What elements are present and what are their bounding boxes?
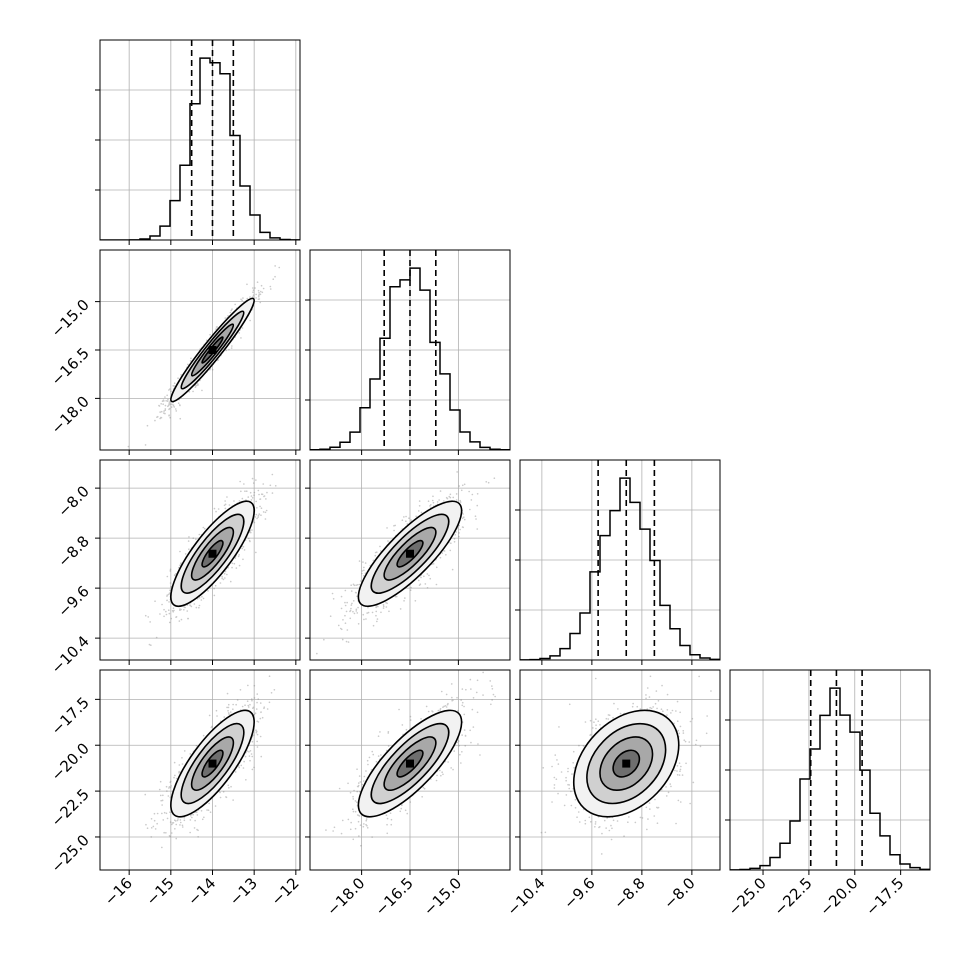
x-tick-label: −8.0	[660, 874, 698, 912]
y-tick-label: −8.8	[54, 532, 92, 570]
panel-frame	[99, 39, 301, 241]
panel-0-0	[95, 39, 301, 245]
x-tick-label: −22.5	[770, 874, 815, 919]
histogram-2	[520, 477, 720, 660]
panel-3-1: −18.0 −16.5 −15.0	[305, 669, 511, 919]
panel-2-0: −10.4 −9.6 −8.8 −8.0	[48, 459, 301, 677]
x-tick-label: −15	[143, 874, 178, 909]
x-tick-label: −16	[101, 874, 136, 909]
density-peak	[406, 759, 414, 768]
panel-frame	[309, 249, 511, 451]
y-tick-label: −18.0	[48, 392, 93, 437]
density-peak	[208, 346, 217, 354]
histogram-3	[730, 687, 930, 870]
panel-3-0: −25.0−22.5−20.0−17.5 −16 −15 −14 −13 −12	[48, 669, 303, 909]
panel-frame	[99, 459, 301, 661]
panel-frame	[309, 459, 511, 661]
x-tick-label: −16.5	[372, 874, 417, 919]
y-tick-label: −20.0	[48, 739, 93, 784]
y-tick-label: −17.5	[48, 693, 93, 738]
y-tick-label: −10.4	[48, 632, 93, 677]
y-tick-label: −16.5	[48, 344, 93, 389]
x-tick-label: −18.0	[323, 874, 368, 919]
y-tick-label: −9.6	[54, 582, 92, 620]
x-tick-label: −15.0	[420, 874, 465, 919]
panel-frame	[99, 249, 301, 451]
y-tick-label: −22.5	[48, 785, 93, 830]
panel-1-0: −18.0−16.5−15.0	[48, 249, 301, 455]
y-tick-label: −15.0	[48, 296, 93, 341]
x-tick-label: −13	[226, 874, 261, 909]
x-tick-label: −14	[184, 874, 219, 909]
panel-frame	[519, 669, 721, 871]
histogram-0	[100, 57, 300, 240]
x-tick-label: −17.5	[862, 874, 907, 919]
panel-3-2: −10.4 −9.6 −8.8 −8.0	[503, 669, 721, 919]
density-peak	[622, 759, 631, 768]
x-tick-label: −12	[268, 874, 303, 909]
panel-frame	[99, 669, 301, 871]
panel-frame	[309, 669, 511, 871]
y-tick-label: −8.0	[54, 482, 92, 520]
x-tick-label: −20.0	[816, 874, 861, 919]
density-peak	[208, 759, 217, 768]
panel-2-2	[515, 459, 721, 665]
density-peak	[208, 549, 217, 558]
panel-2-1	[305, 459, 511, 665]
panel-frame	[729, 669, 931, 871]
density-peak	[406, 549, 414, 558]
y-tick-label: −25.0	[48, 831, 93, 876]
x-tick-label: −10.4	[503, 874, 548, 919]
x-tick-label: −25.0	[725, 874, 770, 919]
x-tick-label: −9.6	[560, 874, 598, 912]
x-tick-label: −8.8	[610, 874, 648, 912]
panel-frame	[519, 459, 721, 661]
panel-1-1	[305, 249, 511, 455]
panel-3-3: −25.0 −22.5 −20.0 −17.5	[725, 669, 931, 919]
